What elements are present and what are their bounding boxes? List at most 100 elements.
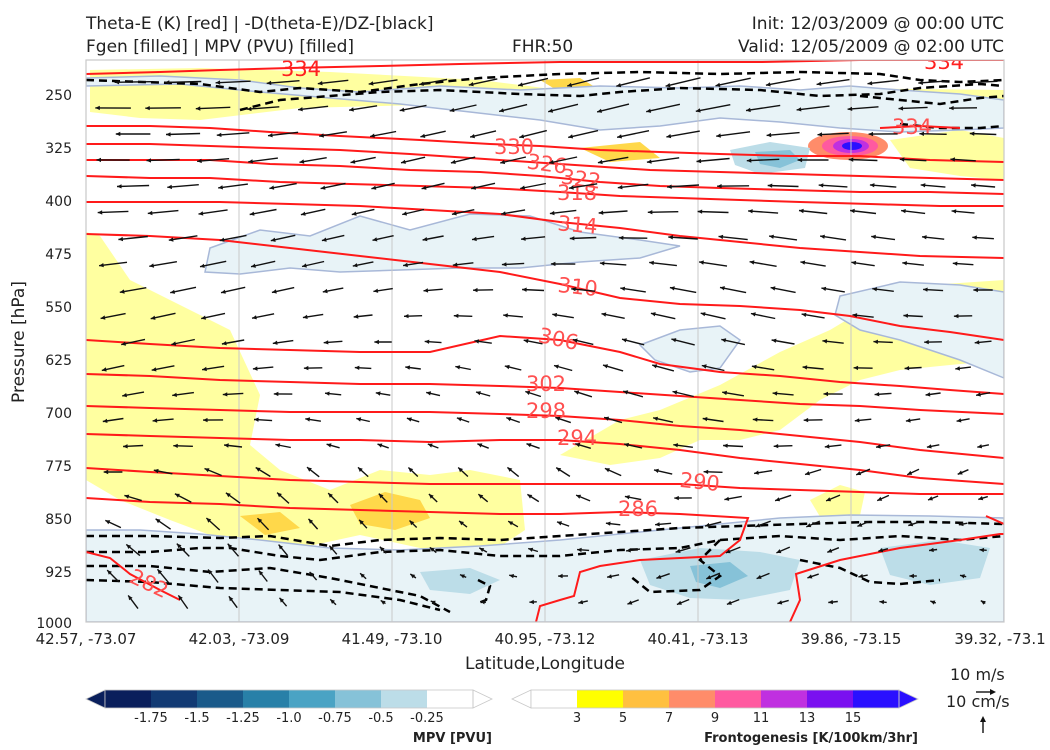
wind-vector-head [271,289,277,294]
wind-vector-head [705,522,710,528]
wind-vector-head [899,157,905,162]
stability-contour-top3 [859,94,1004,106]
theta-e-line-326 [86,143,1004,181]
wind-vector-head [356,417,362,422]
mpv-bin-2 [151,690,197,708]
wind-vector-head [450,159,456,164]
wind-vector-head [697,209,703,214]
wind-vector-head [200,263,205,268]
wind-vector-head [354,365,360,370]
x-axis-label: Latitude,Longitude [465,654,625,674]
wind-vector-head [409,520,415,526]
mpv-bin-5 [289,690,335,708]
wind-vector-head [208,569,213,575]
wind-vector-head [751,364,757,369]
wind-vector-head [379,546,385,552]
wind-vector-head [951,209,957,214]
mpv-tick-6: -0.5 [368,711,393,726]
theta-e-contours [86,60,1004,622]
y-tick-250: 250 [45,88,72,104]
mpv-bin-1 [105,690,151,708]
wind-vector-head [950,157,955,162]
wind-vector-head [571,287,576,292]
stability-contour-bottom4 [86,578,441,612]
wind-vector [898,106,928,110]
wind-vector [216,132,250,136]
mpv-core-bottom-left [420,568,500,594]
wind-vector-head [652,364,658,369]
y-tick-925: 925 [45,565,72,581]
wind-vector-head [279,597,285,603]
wind-vector-head [554,364,559,369]
y-tick-850: 850 [45,512,72,528]
wind-vector-head [824,444,830,449]
wind-vector-head [827,548,833,553]
wind-vector-head [166,132,171,137]
wind-vector-head [616,83,622,88]
wind-vector-head [799,208,804,214]
wind-vector-head [847,106,853,111]
wind-vector [817,132,849,136]
wind-vector-head [329,545,334,551]
wind-vector-head [871,234,876,240]
wind-vector [164,80,202,84]
wind-vector-head [102,418,108,423]
wind-vector-head [604,468,610,473]
wind-vector [665,77,701,87]
wind-vector-head [152,418,158,423]
wind-vector-head [99,263,104,268]
theta-e-line-286c [985,515,1004,525]
wind-vector-head [771,338,777,343]
wind-vector [715,77,751,87]
wind-vector-head [775,497,781,502]
wind-vector-head [674,495,679,501]
x-tick-7: 39.32, -73.1 [954,630,1045,648]
wind-vector-head [349,107,354,112]
wind-vector-head [167,184,172,190]
wind-vector-head [119,289,125,294]
wind-vector [99,261,128,267]
vector-key: 10 m/s 10 cm/s [946,665,1010,733]
wind-vector-head [978,496,984,501]
wind-vector-head [473,287,478,293]
wind-vector-head [853,365,859,371]
wind-vector-head [872,287,878,292]
chart-title-line2: Fgen [filled] | MPV (PVU) [filled] [86,37,355,57]
wind-vector-head [725,549,731,554]
wind-vector-head [655,522,660,527]
wind-vector [597,156,629,164]
wind-vector-head [555,416,561,421]
wind-vector-head [114,80,120,85]
wind-vector-head [956,418,962,423]
fgen-region-upper-right [890,130,1004,180]
wind-vector-head [878,548,884,553]
y-tick-475: 475 [45,247,72,263]
theta-e-label-302: 302 [526,372,566,396]
wind-vector-head [100,315,106,320]
wind-vector-head [322,288,328,294]
wind-vector-head [228,596,234,602]
wind-vector-head [806,523,812,528]
mpv-tick-7: -0.25 [410,711,444,726]
wind-vector-head [650,312,656,317]
wind-vector-head [529,599,534,605]
wind-vector [798,209,828,215]
theta-e-line-282 [86,551,181,601]
mpv-colorbar-frame [104,689,474,709]
wind-vector [266,80,300,84]
wind-vector-head [477,443,483,448]
wind-vector-head [765,82,771,87]
wind-vector-head [926,444,932,449]
wind-vector-head [925,392,931,397]
wind-vector-head [826,497,832,502]
wind-vector [816,78,850,86]
wind-vector-head [157,569,163,575]
stability-contour-top1 [86,70,1004,94]
wind-vector-head [126,544,132,549]
wind-vector-head [952,261,958,266]
theta-e-line-334 [86,60,1004,75]
wind-vector-head [326,443,332,448]
wind-vector-head [598,210,604,215]
mpv-region-center [638,325,742,373]
theta-e-label-334-mid: 334 [892,115,932,139]
